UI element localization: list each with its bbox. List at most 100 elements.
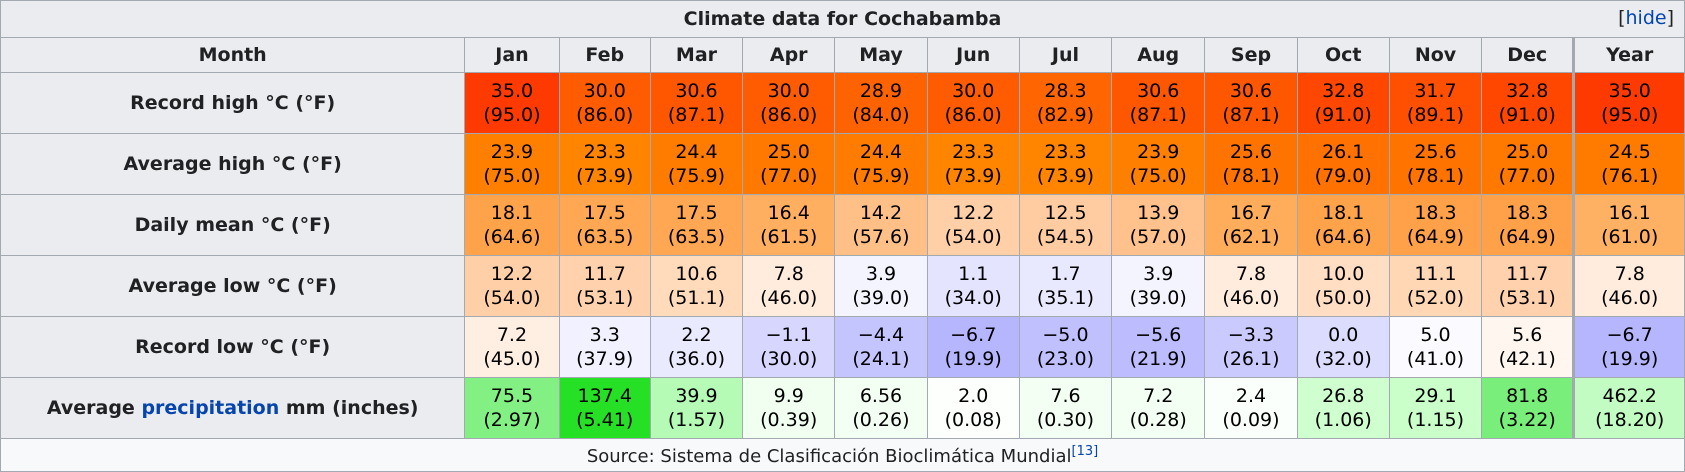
value-fahrenheit: (61.5) [760, 226, 818, 248]
value-celsius: 10.0 [1322, 263, 1365, 285]
value-celsius: 12.2 [952, 202, 995, 224]
label-prefix: Average [46, 397, 142, 419]
row-average-precipitation: Average precipitation mm (inches) 75.5 (2.… [0, 377, 1685, 439]
cell-record-low-may: −4.4 (24.1) [834, 316, 928, 378]
month-header-sep: Sep [1204, 37, 1298, 73]
value-celsius: 30.0 [583, 80, 626, 102]
value-celsius: 7.8 [1614, 263, 1645, 285]
cell-record-high-apr: 30.0 (86.0) [742, 72, 836, 134]
value-fahrenheit: (73.9) [576, 165, 634, 187]
value-fahrenheit: (86.0) [944, 104, 1002, 126]
value-celsius: 16.4 [767, 202, 810, 224]
value-fahrenheit: (57.6) [852, 226, 910, 248]
value-celsius: 3.3 [589, 324, 620, 346]
value-fahrenheit: (26.1) [1222, 348, 1280, 370]
cell-average-high-year: 24.5 (76.1) [1572, 133, 1685, 195]
table-caption: Climate data for Cochabamba [hide] [0, 0, 1685, 38]
month-header-mar: Mar [649, 37, 744, 73]
row-label-record-high: Record high °C (°F) [0, 72, 466, 134]
value-celsius: 7.8 [773, 263, 804, 285]
value-fahrenheit: (0.26) [852, 409, 910, 431]
label-suffix: mm (inches) [279, 397, 419, 419]
value-celsius: 32.8 [1506, 80, 1549, 102]
source-ref-link[interactable]: [13] [1071, 443, 1099, 459]
value-fahrenheit: (50.0) [1314, 287, 1372, 309]
value-fahrenheit: (62.1) [1222, 226, 1280, 248]
value-fahrenheit: (95.0) [1601, 104, 1659, 126]
value-fahrenheit: (75.0) [483, 165, 541, 187]
value-celsius: 18.1 [1322, 202, 1365, 224]
value-fahrenheit: (84.0) [852, 104, 910, 126]
row-label-record-low: Record low °C (°F) [0, 316, 466, 378]
cell-average-low-apr: 7.8 (46.0) [742, 255, 836, 317]
value-fahrenheit: (37.9) [576, 348, 634, 370]
value-fahrenheit: (24.1) [852, 348, 910, 370]
cell-daily-mean-aug: 13.9 (57.0) [1111, 194, 1206, 256]
cell-record-high-jun: 30.0 (86.0) [926, 72, 1020, 134]
cell-record-low-apr: −1.1 (30.0) [742, 316, 836, 378]
value-celsius: 25.6 [1229, 141, 1273, 163]
cell-daily-mean-jul: 12.5 (54.5) [1018, 194, 1113, 256]
value-fahrenheit: (2.97) [483, 409, 541, 431]
value-celsius: −6.7 [950, 324, 997, 346]
cell-average-precipitation-dec: 81.8 (3.22) [1481, 377, 1575, 439]
value-celsius: 3.9 [865, 263, 897, 285]
month-header-may: May [834, 37, 928, 73]
cell-average-low-dec: 11.7 (53.1) [1481, 255, 1575, 317]
value-fahrenheit: (57.0) [1129, 226, 1187, 248]
value-fahrenheit: (63.5) [576, 226, 634, 248]
value-fahrenheit: (45.0) [483, 348, 541, 370]
cell-record-high-aug: 30.6 (87.1) [1111, 72, 1206, 134]
cell-average-low-aug: 3.9 (39.0) [1111, 255, 1206, 317]
precipitation-link[interactable]: precipitation [141, 397, 280, 419]
value-fahrenheit: (1.06) [1314, 409, 1372, 431]
value-celsius: 11.7 [583, 263, 626, 285]
value-fahrenheit: (32.0) [1314, 348, 1372, 370]
cell-record-high-oct: 32.8 (91.0) [1296, 72, 1390, 134]
cell-record-low-feb: 3.3 (37.9) [558, 316, 651, 378]
row-daily-mean: Daily mean °C (°F) 18.1 (64.6) 17.5 (63.5) 17… [0, 194, 1685, 256]
cell-record-low-year: −6.7 (19.9) [1572, 316, 1685, 378]
cell-daily-mean-dec: 18.3 (64.9) [1481, 194, 1575, 256]
value-celsius: 24.4 [675, 141, 718, 163]
row-average-low: Average low °C (°F) 12.2 (54.0) 11.7 (53.1) 1… [0, 255, 1685, 317]
value-fahrenheit: (75.9) [852, 165, 910, 187]
value-fahrenheit: (64.9) [1406, 226, 1465, 248]
value-fahrenheit: (54.0) [944, 226, 1002, 248]
hide-link[interactable]: hide [1625, 7, 1667, 29]
value-celsius: 17.5 [583, 202, 626, 224]
value-fahrenheit: (78.1) [1222, 165, 1280, 187]
cell-average-high-sep: 25.6 (78.1) [1204, 133, 1298, 195]
value-celsius: 12.5 [1044, 202, 1087, 224]
value-fahrenheit: (86.0) [760, 104, 818, 126]
cell-average-low-sep: 7.8 (46.0) [1204, 255, 1298, 317]
value-celsius: 18.3 [1414, 202, 1457, 224]
cell-daily-mean-jun: 12.2 (54.0) [926, 194, 1020, 256]
value-fahrenheit: (64.6) [483, 226, 541, 248]
value-celsius: 29.1 [1414, 385, 1457, 407]
value-fahrenheit: (0.39) [760, 409, 818, 431]
value-fahrenheit: (36.0) [667, 348, 726, 370]
value-celsius: 2.4 [1235, 385, 1267, 407]
cell-record-low-mar: 2.2 (36.0) [649, 316, 744, 378]
value-celsius: 2.2 [681, 324, 712, 346]
value-fahrenheit: (0.08) [944, 409, 1002, 431]
value-celsius: 30.6 [675, 80, 718, 102]
value-fahrenheit: (75.0) [1129, 165, 1187, 187]
cell-average-low-oct: 10.0 (50.0) [1296, 255, 1390, 317]
value-fahrenheit: (86.0) [576, 104, 634, 126]
value-fahrenheit: (87.1) [667, 104, 726, 126]
cell-average-high-jan: 23.9 (75.0) [464, 133, 560, 195]
cell-average-high-nov: 25.6 (78.1) [1388, 133, 1483, 195]
row-label-average-precipitation: Average precipitation mm (inches) [0, 377, 466, 439]
value-celsius: 28.9 [859, 80, 903, 102]
climate-table-body: Record high °C (°F) 35.0 (95.0) 30.0 (86.0) 3… [0, 72, 1685, 439]
cell-record-low-jan: 7.2 (45.0) [464, 316, 560, 378]
value-fahrenheit: (46.0) [1222, 287, 1280, 309]
month-header-row: Month Jan Feb Mar Apr May Jun Jul Aug Sep Oct Nov D… [0, 37, 1685, 73]
value-fahrenheit: (0.09) [1222, 409, 1280, 431]
cell-record-high-nov: 31.7 (89.1) [1388, 72, 1483, 134]
value-celsius: −1.1 [765, 324, 812, 346]
hide-toggle: [hide] [1618, 7, 1674, 29]
cell-record-high-may: 28.9 (84.0) [834, 72, 928, 134]
